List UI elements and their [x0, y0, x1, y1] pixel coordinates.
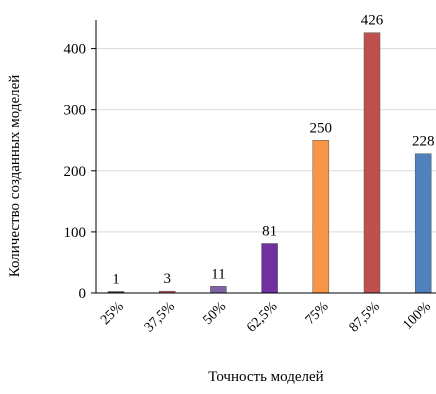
x-tick-label: 100%	[400, 299, 434, 333]
bar	[415, 154, 431, 293]
x-tick-label: 87,5%	[347, 299, 383, 335]
bar	[313, 140, 329, 293]
x-tick-label: 37,5%	[142, 299, 178, 335]
bar	[364, 33, 380, 293]
bar	[262, 244, 278, 293]
data-label: 11	[211, 266, 225, 282]
y-axis-title: Количество созданных моделей	[7, 75, 23, 278]
y-tick-label: 200	[64, 164, 87, 180]
x-tick-label: 75%	[303, 299, 332, 328]
y-tick-label: 100	[64, 225, 87, 241]
x-tick-label: 50%	[200, 299, 229, 328]
x-axis-title: Точность моделей	[208, 369, 323, 385]
bars	[108, 33, 431, 293]
x-tick-label: 25%	[98, 299, 127, 328]
data-label: 426	[361, 13, 384, 29]
data-label: 250	[310, 120, 333, 136]
gridlines	[96, 49, 436, 232]
data-label: 1	[112, 272, 120, 288]
bar	[210, 286, 226, 293]
y-tick-label: 0	[79, 286, 87, 302]
data-label: 3	[163, 271, 171, 287]
data-label: 81	[262, 224, 277, 240]
y-tick-label: 400	[64, 42, 87, 58]
x-tick-label: 62,5%	[244, 299, 280, 335]
y-tick-label: 300	[64, 103, 87, 119]
data-label: 228	[412, 134, 435, 150]
